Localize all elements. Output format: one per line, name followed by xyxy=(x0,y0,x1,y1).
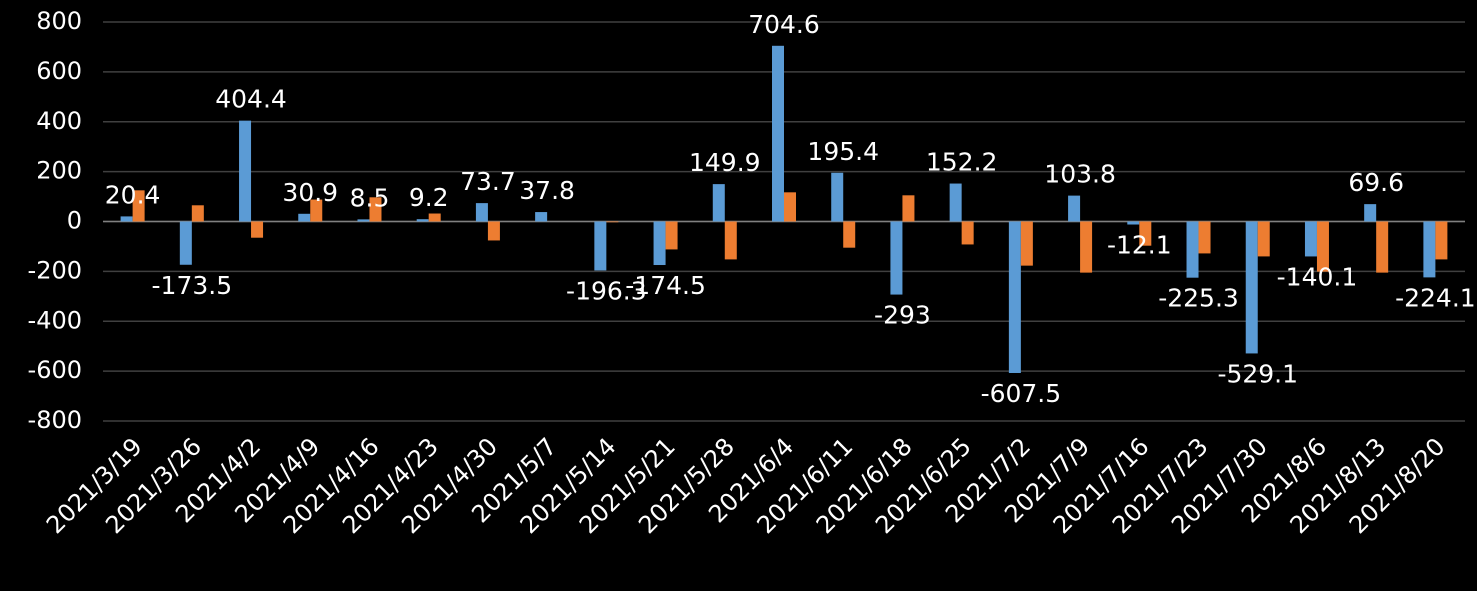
bar xyxy=(772,45,784,222)
bar xyxy=(487,221,500,241)
bar xyxy=(1080,221,1093,273)
bar xyxy=(949,183,962,222)
bar xyxy=(132,190,145,222)
data-label: 103.8 xyxy=(1044,160,1116,189)
y-tick-label: 800 xyxy=(36,7,82,35)
y-tick-label: 0 xyxy=(67,207,82,235)
data-label: -293 xyxy=(874,301,931,330)
data-label: 30.9 xyxy=(282,178,338,207)
bar xyxy=(428,213,441,222)
bar xyxy=(251,221,264,238)
data-label: -173.5 xyxy=(152,271,233,300)
bar xyxy=(1068,195,1081,222)
bar xyxy=(712,184,725,222)
bar xyxy=(1020,221,1033,266)
bar xyxy=(1304,221,1317,257)
bar xyxy=(831,172,844,222)
bar xyxy=(1376,221,1389,273)
data-label: -174.5 xyxy=(625,271,706,300)
y-tick-label: -400 xyxy=(28,306,82,334)
bar xyxy=(239,120,252,222)
bar xyxy=(594,221,607,271)
data-label: 704.6 xyxy=(748,10,820,39)
bar xyxy=(191,205,204,222)
bar xyxy=(416,219,429,222)
data-label: 152.2 xyxy=(926,148,998,177)
data-label: -224.1 xyxy=(1395,283,1476,312)
bar xyxy=(961,221,974,245)
data-label: 37.8 xyxy=(519,176,575,205)
bar xyxy=(724,221,737,260)
bar xyxy=(890,221,903,295)
data-label: -12.1 xyxy=(1107,231,1172,260)
data-label: 8.5 xyxy=(350,183,390,212)
y-tick-label: -200 xyxy=(28,256,82,284)
data-label: -140.1 xyxy=(1277,262,1358,291)
bar xyxy=(120,216,133,222)
data-label: -529.1 xyxy=(1217,359,1298,388)
data-label: 404.4 xyxy=(215,85,287,114)
data-label: -225.3 xyxy=(1158,284,1239,313)
bar xyxy=(179,221,192,265)
bar xyxy=(1364,204,1377,222)
data-label: 9.2 xyxy=(409,183,449,212)
y-tick-label: -800 xyxy=(28,406,82,434)
bar xyxy=(1435,221,1448,260)
bar xyxy=(310,199,323,222)
bar xyxy=(1257,221,1270,257)
bar xyxy=(1186,221,1199,278)
bar xyxy=(1008,221,1021,373)
data-label: 69.6 xyxy=(1348,168,1404,197)
y-tick-label: -600 xyxy=(28,356,82,384)
bar xyxy=(1245,221,1258,354)
bar xyxy=(1139,221,1152,246)
data-label: 20.4 xyxy=(105,180,161,209)
bar xyxy=(1423,221,1436,278)
bar xyxy=(665,221,678,250)
bar xyxy=(298,213,311,222)
bar xyxy=(843,221,856,248)
bar xyxy=(784,192,796,222)
bar xyxy=(1316,221,1329,272)
y-tick-label: 600 xyxy=(36,57,82,85)
y-tick-label: 200 xyxy=(36,157,82,185)
bar xyxy=(1127,221,1140,225)
bar xyxy=(357,219,370,222)
bar xyxy=(1198,221,1211,254)
data-label: 73.7 xyxy=(460,167,516,196)
data-label: -607.5 xyxy=(981,379,1062,408)
data-label: 149.9 xyxy=(689,148,761,177)
bar xyxy=(902,195,915,222)
bar xyxy=(653,221,666,266)
y-tick-label: 400 xyxy=(36,107,82,135)
data-label: -196.3 xyxy=(566,276,647,305)
data-label: 195.4 xyxy=(807,137,879,166)
bar xyxy=(475,203,488,222)
bar xyxy=(606,221,619,223)
bar xyxy=(535,212,548,222)
bar xyxy=(369,197,382,222)
